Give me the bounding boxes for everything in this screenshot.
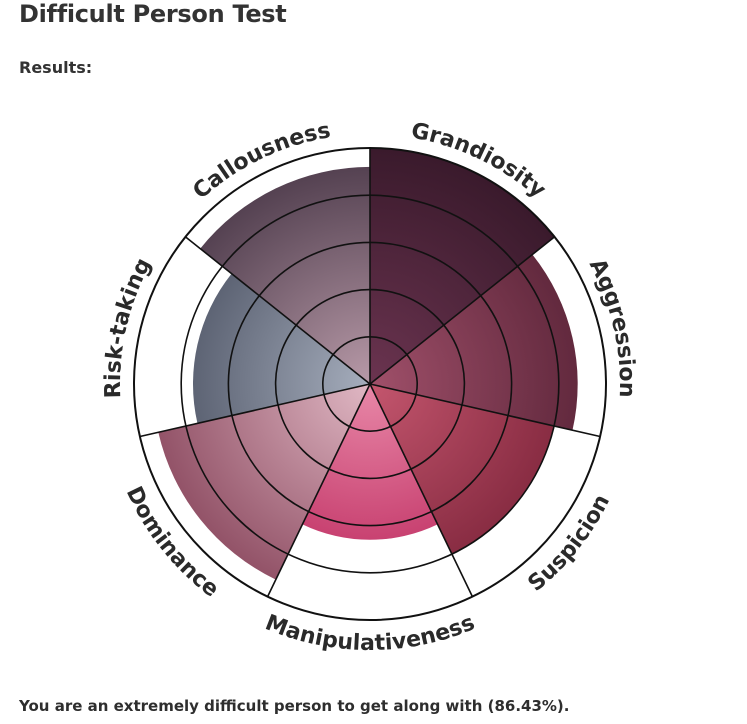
sector-aggression (370, 254, 578, 431)
grid-spoke (266, 383, 371, 597)
sector-grandiosity (370, 148, 555, 384)
polar-area-chart: GrandiosityAggressionSuspicionManipulati… (101, 118, 639, 656)
page-title: Difficult Person Test (19, 0, 287, 28)
grid-spoke (184, 236, 371, 385)
sector-risk-taking (193, 273, 370, 424)
grid-spoke (139, 383, 371, 438)
sector-dominance (158, 384, 370, 580)
sector-manipulativeness (302, 384, 438, 540)
grid-spoke (369, 236, 556, 385)
label-manipulativeness: Manipulativeness (262, 610, 479, 656)
label-suspicion: Suspicion (524, 491, 615, 597)
label-risk-taking: Risk-taking (101, 254, 157, 398)
result-summary: You are an extremely difficult person to… (19, 697, 570, 715)
sector-suspicion (370, 384, 555, 555)
results-label: Results: (19, 58, 93, 77)
sector-callousness (200, 166, 370, 384)
grid-spoke (369, 383, 474, 597)
grid-spoke (369, 383, 601, 438)
label-aggression: Aggression (584, 255, 639, 398)
